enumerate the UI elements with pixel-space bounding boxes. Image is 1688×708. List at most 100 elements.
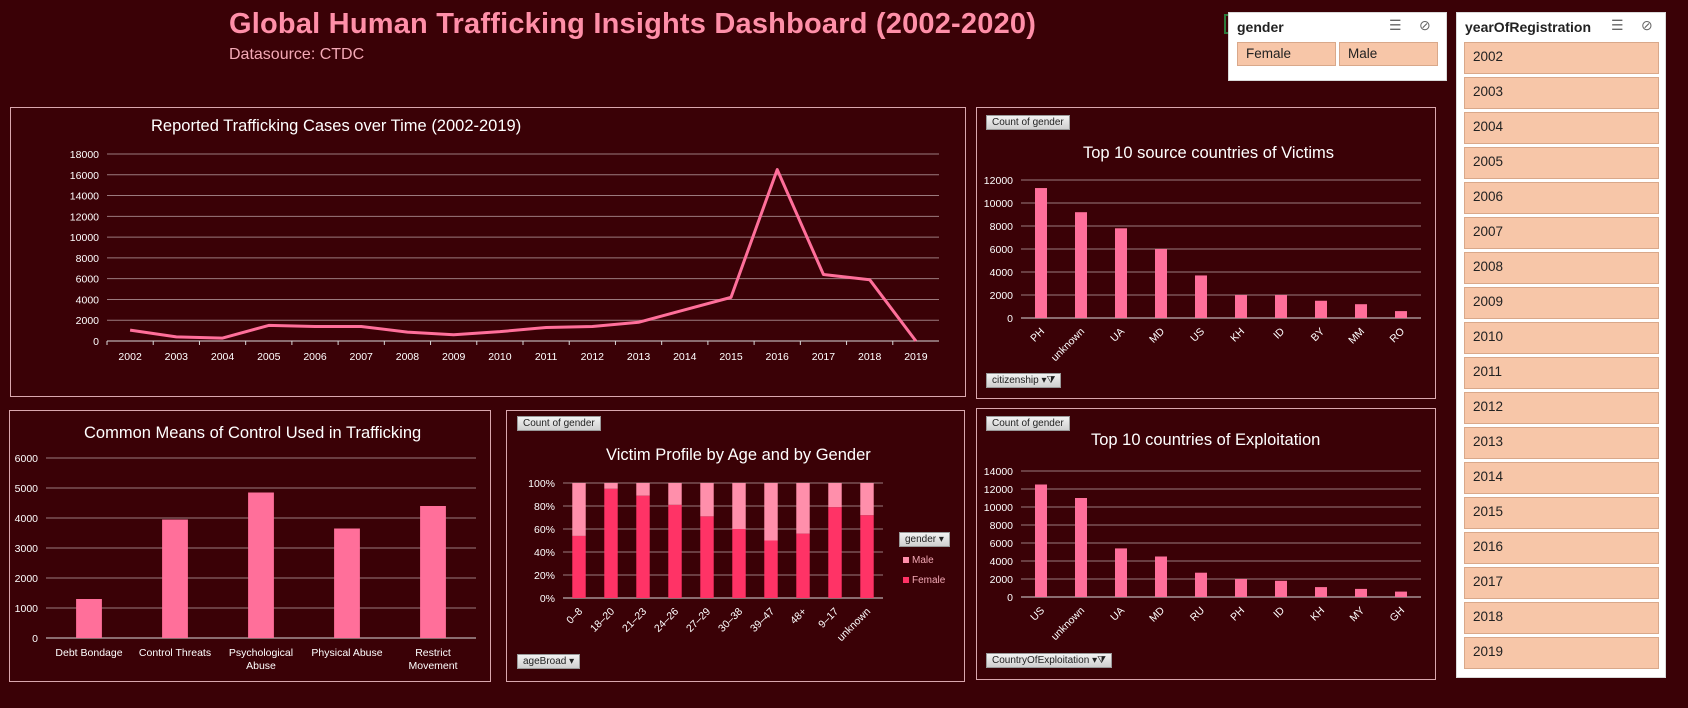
slicer-item-2004[interactable]: 2004 [1464, 112, 1659, 144]
y-tick-label: 0% [540, 593, 555, 605]
source-countries-panel[interactable]: Count of gender Top 10 source countries … [976, 107, 1436, 399]
y-tick-label: 6000 [990, 538, 1014, 550]
slicer-item-2009[interactable]: 2009 [1464, 287, 1659, 319]
field-button[interactable]: Count of gender [986, 416, 1070, 431]
multi-select-icon[interactable]: ☰ [1389, 17, 1402, 33]
slicer-item-2003[interactable]: 2003 [1464, 77, 1659, 109]
legend-field-label: gender [905, 534, 937, 545]
bar-segment-male [764, 483, 778, 541]
bar-segment-female [636, 495, 650, 598]
bar-segment-male [860, 483, 874, 516]
slicer-item-2010[interactable]: 2010 [1464, 322, 1659, 354]
bar-kh [1315, 587, 1327, 597]
slicer-item-2007[interactable]: 2007 [1464, 217, 1659, 249]
y-tick-label: 0 [1007, 313, 1013, 325]
y-tick-label: 12000 [70, 211, 99, 223]
x-tick-label: PH [1028, 326, 1047, 345]
chart-title: Top 10 countries of Exploitation [1091, 431, 1321, 449]
x-tick-label: ID [1271, 325, 1287, 341]
bar-debt-bondage [76, 599, 102, 638]
slicer-item-male[interactable]: Male [1339, 42, 1438, 66]
bar-unknown [1075, 498, 1087, 597]
clear-filter-icon[interactable]: ⊘ [1419, 17, 1431, 33]
age-gender-panel[interactable]: Count of gender Victim Profile by Age an… [506, 410, 965, 682]
x-tick-label: unknown [1049, 605, 1087, 643]
x-tick-label: 39–47 [748, 606, 777, 635]
year-slicer[interactable]: yearOfRegistration ☰ ⊘ 2002 2003 2004 2005 2… [1456, 12, 1666, 678]
slicer-item-2011[interactable]: 2011 [1464, 357, 1659, 389]
slicer-item-female[interactable]: Female [1237, 42, 1336, 66]
y-tick-label: 8000 [990, 221, 1014, 233]
x-tick-label: 2004 [211, 351, 235, 363]
bar-control-threats [162, 519, 188, 638]
slicer-item-2006[interactable]: 2006 [1464, 182, 1659, 214]
axis-field-button[interactable]: ageBroad ▾ [517, 654, 581, 669]
cases-line-chart: 0 2000 4000 6000 8000 10000 12000 14000 16000 180… [70, 149, 939, 363]
legend-field-button[interactable]: gender ▾ [899, 532, 950, 547]
axis-field-button[interactable]: CountryOfExploitation ▾⧩ [986, 653, 1113, 668]
slicer-item-2014[interactable]: 2014 [1464, 462, 1659, 494]
bar-id [1275, 295, 1287, 318]
x-tick-label: unknown [1049, 326, 1087, 364]
slicer-item-2018[interactable]: 2018 [1464, 602, 1659, 634]
multi-select-icon[interactable]: ☰ [1611, 17, 1624, 33]
bar-segment-female [668, 504, 682, 598]
x-tick-label: 2007 [350, 351, 374, 363]
x-tick-label: MY [1347, 605, 1367, 625]
slicer-item-2015[interactable]: 2015 [1464, 497, 1659, 529]
legend-swatch-female [903, 577, 909, 583]
bar-segment-male [572, 483, 586, 536]
y-tick-label: 1000 [15, 603, 39, 615]
slicer-item-2016[interactable]: 2016 [1464, 532, 1659, 564]
bar-segment-male [828, 483, 842, 508]
axis-field-label: CountryOfExploitation [992, 655, 1090, 666]
datasource-label: Datasource: CTDC [229, 46, 365, 63]
x-tick-label: GH [1387, 605, 1407, 625]
y-tick-label: 2000 [76, 315, 100, 327]
axis-field-button[interactable]: citizenship ▾⧩ [986, 373, 1062, 388]
slicer-item-2013[interactable]: 2013 [1464, 427, 1659, 459]
slicer-item-2017[interactable]: 2017 [1464, 567, 1659, 599]
x-tick-label: 2011 [535, 351, 558, 363]
bar-physical-abuse [334, 528, 360, 638]
x-tick-label: 2002 [118, 351, 142, 363]
slicer-item-2005[interactable]: 2005 [1464, 147, 1659, 179]
cases-over-time-panel[interactable]: Reported Trafficking Cases over Time (20… [10, 107, 966, 397]
x-tick-label: Control Threats [139, 647, 211, 659]
x-tick-label: BY [1309, 326, 1327, 344]
x-tick-label: 2012 [581, 351, 605, 363]
gender-slicer[interactable]: gender ☰ ⊘ Female Male [1228, 12, 1447, 81]
clear-filter-icon[interactable]: ⊘ [1641, 17, 1653, 33]
y-tick-label: 6000 [15, 453, 39, 465]
y-tick-label: 4000 [76, 294, 100, 306]
means-of-control-panel[interactable]: Common Means of Control Used in Traffick… [9, 410, 491, 682]
x-tick-label: 2013 [627, 351, 651, 363]
slicer-item-2019[interactable]: 2019 [1464, 637, 1659, 669]
slicer-item-2008[interactable]: 2008 [1464, 252, 1659, 284]
filter-dropdown-icon[interactable]: ▾⧩ [1041, 375, 1056, 386]
field-button[interactable]: Count of gender [986, 115, 1070, 130]
dropdown-icon[interactable]: ▾ [938, 534, 944, 545]
slicer-item-2012[interactable]: 2012 [1464, 392, 1659, 424]
bar-md [1155, 249, 1167, 318]
y-tick-label: 2000 [15, 573, 39, 585]
gender-slicer-header: gender [1237, 19, 1284, 35]
dashboard-title: Global Human Trafficking Insights Dashbo… [229, 8, 1037, 40]
dropdown-icon[interactable]: ▾ [569, 656, 575, 667]
y-tick-label: 18000 [70, 149, 99, 161]
bar-ua [1115, 548, 1127, 597]
exploitation-countries-panel[interactable]: Count of gender Top 10 countries of Expl… [976, 408, 1436, 680]
y-tick-label: 8000 [76, 253, 100, 265]
x-tick-label: 2018 [858, 351, 882, 363]
legend-swatch-male [903, 557, 909, 563]
x-tick-label: 24–26 [652, 606, 681, 635]
bar-psychological-abuse [248, 492, 274, 638]
slicer-item-2002[interactable]: 2002 [1464, 42, 1659, 74]
x-tick-label: 48+ [788, 606, 809, 627]
y-tick-label: 8000 [990, 520, 1014, 532]
bar-segment-male [668, 483, 682, 505]
filter-dropdown-icon[interactable]: ▾⧩ [1092, 655, 1107, 666]
y-tick-label: 12000 [984, 175, 1013, 187]
bar-mm [1355, 304, 1367, 318]
field-button[interactable]: Count of gender [517, 416, 601, 431]
